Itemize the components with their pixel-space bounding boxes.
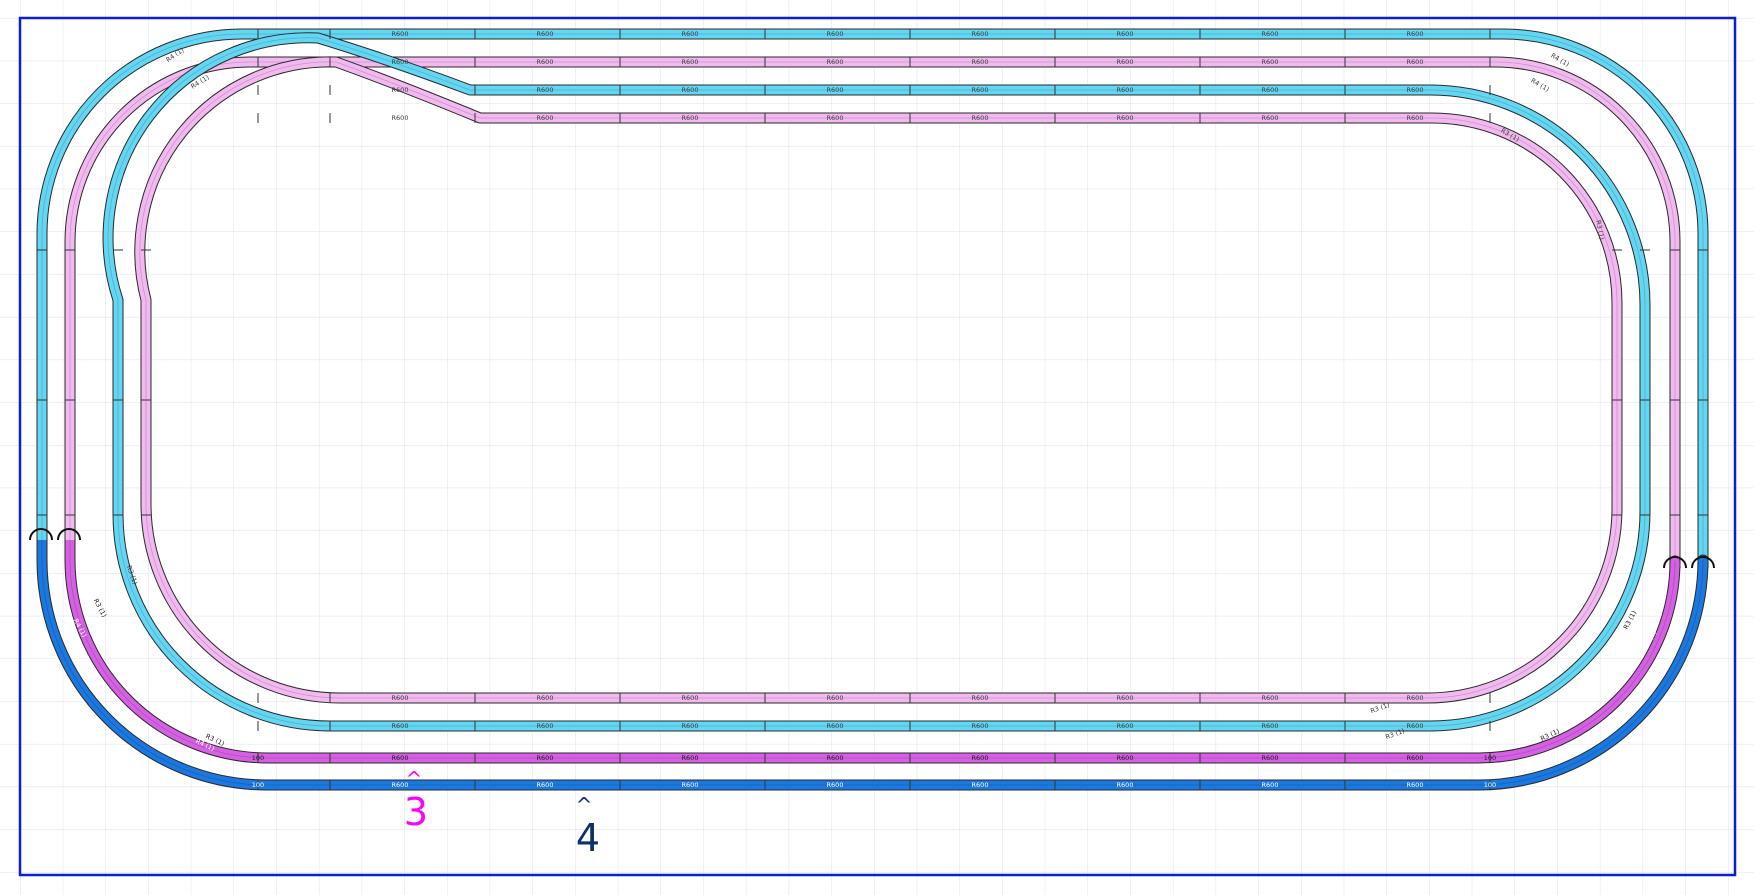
track-loop-inner-blue[interactable] <box>102 32 1651 732</box>
bumper-left-inner[interactable] <box>57 528 81 541</box>
track-piece-label: R600 <box>537 30 554 38</box>
track-piece-label: R600 <box>1262 114 1279 122</box>
track-piece-label: R600 <box>682 754 699 762</box>
track-piece-label: R600 <box>682 30 699 38</box>
track-piece-label: 100 <box>1484 781 1496 789</box>
track-piece-label: R600 <box>392 86 409 94</box>
track-piece-label: R600 <box>972 86 989 94</box>
bumper-right-inner[interactable] <box>1663 556 1687 569</box>
track-piece-label: R600 <box>682 86 699 94</box>
track-piece-label: R600 <box>827 722 844 730</box>
layout-border <box>18 16 1737 877</box>
track-piece-label: R600 <box>537 722 554 730</box>
track-piece-label: R600 <box>537 781 554 789</box>
track-piece-labels-layer: R600 R600 R600 R600 R600 R600 R600 R600 R600 R600… <box>72 30 1658 789</box>
track-piece-label: R600 <box>1117 781 1134 789</box>
track-piece-label: R600 <box>1262 58 1279 66</box>
track-piece-label: R600 <box>682 722 699 730</box>
bumper-left-outer[interactable] <box>29 528 53 541</box>
track-piece-label: R600 <box>827 86 844 94</box>
track-piece-label: R600 <box>1407 781 1424 789</box>
track-piece-label: R600 <box>1262 722 1279 730</box>
track-piece-label: R600 <box>972 114 989 122</box>
track-piece-label: R600 <box>1117 754 1134 762</box>
track-piece-label: R600 <box>1262 781 1279 789</box>
track-piece-label: R600 <box>1262 86 1279 94</box>
track-bottom-dark-blue[interactable] <box>36 540 1709 791</box>
track-piece-label: R600 <box>827 30 844 38</box>
track-piece-label: R600 <box>537 694 554 702</box>
tracks-layer <box>36 28 1709 791</box>
track-piece-label: R600 <box>1117 58 1134 66</box>
track-piece-label: R600 <box>827 58 844 66</box>
track-piece-label: R600 <box>1262 754 1279 762</box>
track-piece-label: R600 <box>1262 30 1279 38</box>
track-piece-label: R600 <box>392 30 409 38</box>
track-loop-inner-pink[interactable] <box>134 56 1623 704</box>
marker-4: ^ 4 <box>576 793 600 860</box>
track-piece-label: R600 <box>972 754 989 762</box>
track-piece-label: R600 <box>972 781 989 789</box>
track-piece-label: R600 <box>1117 86 1134 94</box>
track-piece-label: R600 <box>682 694 699 702</box>
track-piece-label: R600 <box>1407 58 1424 66</box>
track-piece-label: R600 <box>1407 694 1424 702</box>
track-bottom-magenta[interactable] <box>64 540 1681 764</box>
track-piece-label: R600 <box>682 781 699 789</box>
track-piece-label: R600 <box>972 58 989 66</box>
track-piece-label: 100 <box>252 781 264 789</box>
track-piece-label: R600 <box>827 781 844 789</box>
track-piece-label: R600 <box>1117 722 1134 730</box>
track-piece-label: R600 <box>1407 30 1424 38</box>
track-piece-label: R3 (1) <box>1594 219 1605 240</box>
track-loop-outer-blue[interactable] <box>36 28 1709 568</box>
track-piece-label: R600 <box>1407 754 1424 762</box>
track-piece-label: R600 <box>392 722 409 730</box>
track-piece-label: 100 <box>1484 754 1496 762</box>
track-piece-label: R600 <box>1407 722 1424 730</box>
marker-3-label: 3 <box>404 790 428 834</box>
track-piece-label: R600 <box>827 694 844 702</box>
bumper-right-outer[interactable] <box>1691 556 1715 569</box>
track-piece-label: R600 <box>1407 114 1424 122</box>
track-piece-label: R600 <box>537 58 554 66</box>
track-piece-label: R600 <box>392 58 409 66</box>
track-joints-layer <box>37 29 1708 790</box>
track-piece-label: 100 <box>252 754 264 762</box>
track-piece-label: R600 <box>537 754 554 762</box>
track-piece-label: R600 <box>392 114 409 122</box>
track-piece-label: R600 <box>392 781 409 789</box>
track-piece-label: R600 <box>1117 694 1134 702</box>
track-loop-outer-pink[interactable] <box>64 56 1681 568</box>
track-piece-label: R600 <box>827 754 844 762</box>
track-piece-label: R600 <box>682 58 699 66</box>
track-piece-label: R600 <box>537 86 554 94</box>
track-piece-label: R600 <box>1407 86 1424 94</box>
track-piece-label: R600 <box>537 114 554 122</box>
marker-3: ^ 3 <box>404 767 428 834</box>
track-piece-label: R600 <box>1117 30 1134 38</box>
track-piece-label: R600 <box>682 114 699 122</box>
track-piece-label: R600 <box>827 114 844 122</box>
track-piece-label: R600 <box>1117 114 1134 122</box>
track-piece-label: R600 <box>392 754 409 762</box>
marker-4-caret: ^ <box>576 793 593 817</box>
marker-4-label: 4 <box>576 816 600 860</box>
track-piece-label: R600 <box>972 694 989 702</box>
track-piece-label: R600 <box>392 694 409 702</box>
marker-3-caret: ^ <box>406 767 423 791</box>
track-piece-label: R600 <box>972 30 989 38</box>
track-piece-label: R600 <box>1262 694 1279 702</box>
track-piece-label: R600 <box>972 722 989 730</box>
